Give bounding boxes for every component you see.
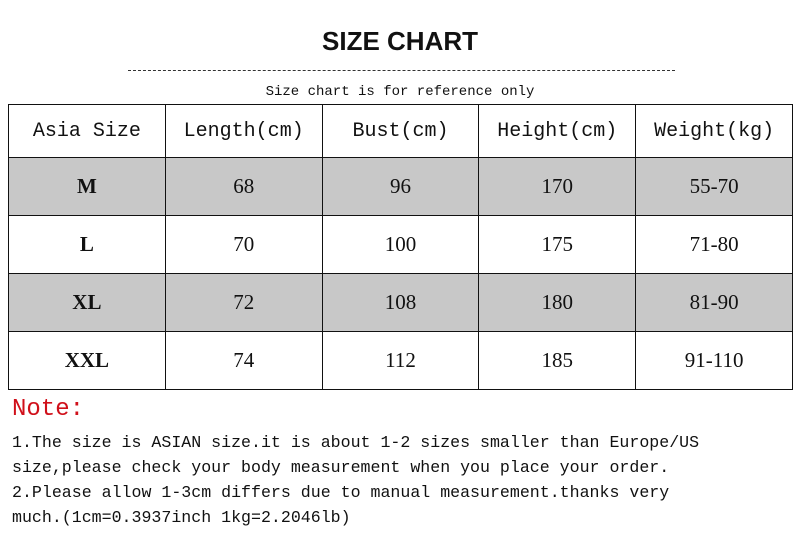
page-title: SIZE CHART	[322, 26, 478, 56]
table-cell: 72	[164, 273, 323, 332]
header-cell: Bust(cm)	[321, 104, 480, 158]
size-cell: XL	[8, 273, 166, 332]
table-cell: 68	[164, 157, 323, 216]
table-cell: 55-70	[635, 157, 793, 216]
table-row: M 68 96 170 55-70	[8, 157, 793, 216]
dashed-divider	[128, 70, 675, 71]
size-cell: M	[8, 157, 166, 216]
size-cell: L	[8, 215, 166, 274]
note-line: 2.Please allow 1-3cm differs due to manu…	[12, 483, 670, 502]
table-cell: 96	[321, 157, 480, 216]
size-cell: XXL	[8, 331, 166, 390]
table-cell: 71-80	[635, 215, 793, 274]
table-cell: 100	[321, 215, 480, 274]
table-row: XL 72 108 180 81-90	[8, 273, 793, 332]
header-cell: Height(cm)	[478, 104, 637, 158]
header-cell: Length(cm)	[164, 104, 323, 158]
table-cell: 175	[478, 215, 637, 274]
table-header-row: Asia Size Length(cm) Bust(cm) Height(cm)…	[8, 104, 793, 158]
note-line: 1.The size is ASIAN size.it is about 1-2…	[12, 433, 700, 452]
header-cell: Asia Size	[8, 104, 166, 158]
subtitle: Size chart is for reference only	[265, 84, 535, 100]
table-cell: 112	[321, 331, 480, 390]
note-line: much.(1cm=0.3937inch 1kg=2.2046lb)	[12, 508, 351, 527]
size-table: Asia Size Length(cm) Bust(cm) Height(cm)…	[8, 104, 793, 390]
note-body: 1.The size is ASIAN size.it is about 1-2…	[12, 430, 699, 530]
table-cell: 70	[164, 215, 323, 274]
table-cell: 180	[478, 273, 637, 332]
table-cell: 91-110	[635, 331, 793, 390]
table-row: XXL 74 112 185 91-110	[8, 331, 793, 390]
table-row: L 70 100 175 71-80	[8, 215, 793, 274]
table-cell: 81-90	[635, 273, 793, 332]
table-cell: 108	[321, 273, 480, 332]
note-heading: Note:	[12, 396, 85, 423]
table-cell: 74	[164, 331, 323, 390]
note-line: size,please check your body measurement …	[12, 458, 670, 477]
table-cell: 170	[478, 157, 637, 216]
table-cell: 185	[478, 331, 637, 390]
header-cell: Weight(kg)	[635, 104, 793, 158]
